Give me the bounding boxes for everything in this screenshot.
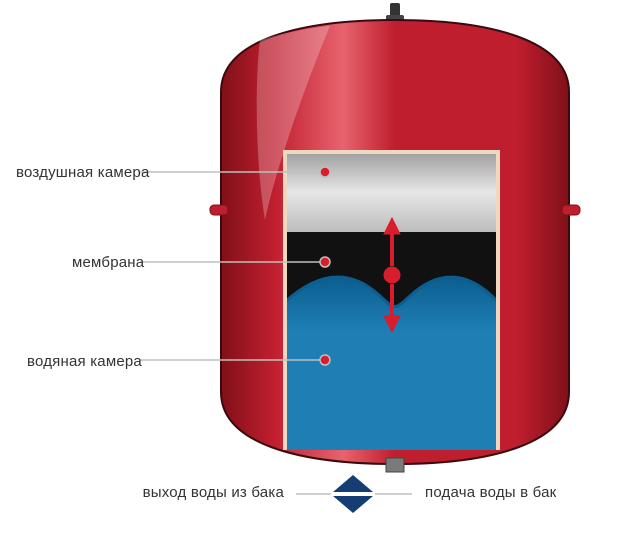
label-air-chamber: воздушная камера: [16, 164, 150, 181]
expansion-tank-diagram: [0, 0, 640, 548]
label-membrane: мембрана: [72, 254, 144, 271]
air-valve-icon: [390, 3, 400, 17]
flow-indicator-icon: [333, 475, 373, 513]
label-inlet: подача воды в бак: [425, 484, 556, 501]
diagram-stage: воздушная камера мембрана водяная камера…: [0, 0, 640, 548]
bottom-fitting-icon: [386, 458, 404, 472]
label-water-chamber: водяная камера: [27, 353, 142, 370]
label-outlet: выход воды из бака: [143, 484, 284, 501]
